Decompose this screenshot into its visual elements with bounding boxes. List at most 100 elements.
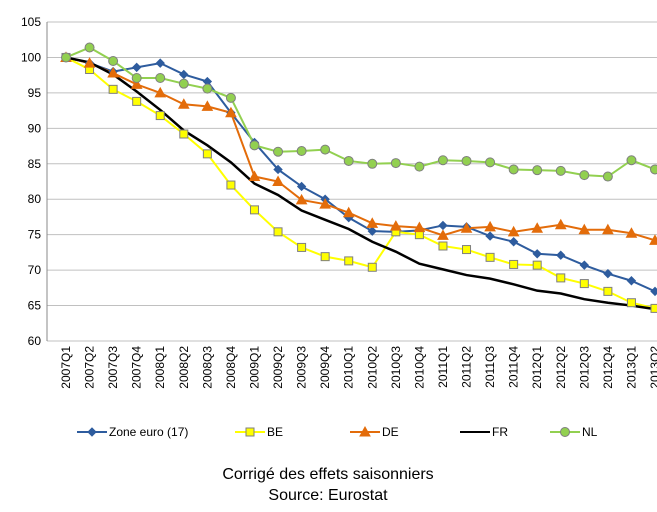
marker: [155, 73, 166, 84]
x-tick-label: 2009Q4: [318, 346, 332, 389]
x-tick-label: 2010Q1: [342, 346, 356, 389]
marker: [245, 427, 255, 437]
marker: [602, 223, 614, 235]
marker: [84, 42, 95, 53]
marker: [108, 84, 118, 94]
marker: [108, 55, 119, 66]
legend-label: Zone euro (17): [109, 425, 188, 439]
marker: [438, 220, 448, 231]
x-tick-label: 2008Q3: [200, 346, 214, 389]
marker: [508, 164, 519, 175]
x-tick-label: 2010Q4: [412, 346, 426, 389]
marker: [179, 129, 189, 139]
x-tick-label: 2008Q1: [153, 346, 167, 389]
marker: [578, 223, 591, 235]
y-tick-label: 100: [21, 50, 41, 64]
marker: [320, 144, 331, 155]
x-tick-label: 2009Q2: [271, 346, 285, 389]
x-tick-label: 2011Q1: [436, 346, 450, 388]
marker: [201, 100, 214, 111]
x-tick-label: 2009Q1: [247, 346, 261, 389]
x-tick-label: 2008Q4: [224, 346, 238, 389]
marker: [650, 303, 657, 313]
marker: [272, 175, 284, 186]
y-tick-label: 95: [28, 86, 42, 100]
legend-label: FR: [492, 425, 508, 439]
marker: [202, 83, 213, 94]
marker: [61, 52, 71, 63]
marker: [83, 57, 96, 68]
marker: [485, 252, 495, 262]
marker: [626, 298, 636, 308]
marker: [249, 140, 260, 151]
x-tick-label: 2007Q3: [106, 346, 120, 389]
x-tick-label: 2013Q2: [648, 346, 657, 389]
marker: [131, 73, 142, 84]
x-tick-label: 2012Q2: [554, 346, 568, 389]
legend-label: NL: [582, 425, 598, 439]
marker: [367, 262, 377, 272]
marker: [461, 155, 472, 166]
y-tick-label: 85: [28, 157, 42, 171]
marker: [367, 158, 378, 169]
marker: [249, 205, 259, 215]
marker: [508, 237, 519, 247]
marker: [226, 180, 236, 190]
y-tick-label: 90: [28, 121, 42, 135]
marker: [225, 106, 237, 118]
marker: [273, 164, 283, 175]
marker: [649, 234, 657, 245]
marker: [107, 67, 119, 78]
marker: [556, 250, 566, 260]
marker: [320, 252, 330, 262]
y-tick-label: 75: [28, 228, 42, 242]
marker: [342, 206, 355, 218]
marker: [485, 231, 495, 241]
marker: [225, 92, 236, 103]
marker: [625, 227, 638, 238]
marker: [390, 158, 401, 169]
x-tick-label: 2011Q4: [507, 346, 521, 388]
x-tick-label: 2007Q2: [83, 346, 97, 389]
y-tick-label: 105: [21, 15, 41, 29]
marker: [531, 222, 544, 233]
marker: [603, 286, 613, 296]
marker: [414, 161, 425, 172]
marker: [389, 220, 402, 231]
marker: [132, 96, 142, 106]
marker: [87, 427, 97, 437]
marker: [154, 86, 167, 98]
line: [65, 56, 656, 310]
y-tick-label: 60: [28, 334, 42, 348]
legend-label: BE: [267, 425, 283, 439]
marker: [554, 218, 567, 230]
marker: [532, 165, 543, 176]
marker: [485, 157, 496, 168]
marker: [273, 227, 283, 237]
note: Corrigé des effets saisonniers: [222, 466, 433, 483]
marker: [155, 111, 165, 121]
x-tick-label: 2010Q2: [365, 346, 379, 389]
marker: [179, 69, 189, 80]
marker: [295, 193, 308, 205]
marker: [650, 164, 657, 175]
x-tick-label: 2012Q1: [530, 346, 544, 389]
marker: [460, 222, 473, 233]
x-tick-label: 2012Q3: [577, 346, 591, 389]
marker: [367, 226, 377, 236]
marker: [579, 279, 589, 289]
marker: [344, 256, 354, 266]
marker: [438, 241, 448, 251]
marker: [248, 170, 261, 182]
marker: [273, 146, 284, 157]
marker: [484, 220, 496, 232]
marker: [462, 245, 472, 255]
x-tick-label: 2007Q1: [59, 346, 73, 389]
x-tick-label: 2011Q2: [460, 346, 474, 388]
y-tick-label: 70: [28, 263, 42, 277]
marker: [532, 249, 542, 259]
marker: [650, 286, 657, 297]
marker: [296, 146, 307, 157]
marker: [626, 155, 637, 166]
